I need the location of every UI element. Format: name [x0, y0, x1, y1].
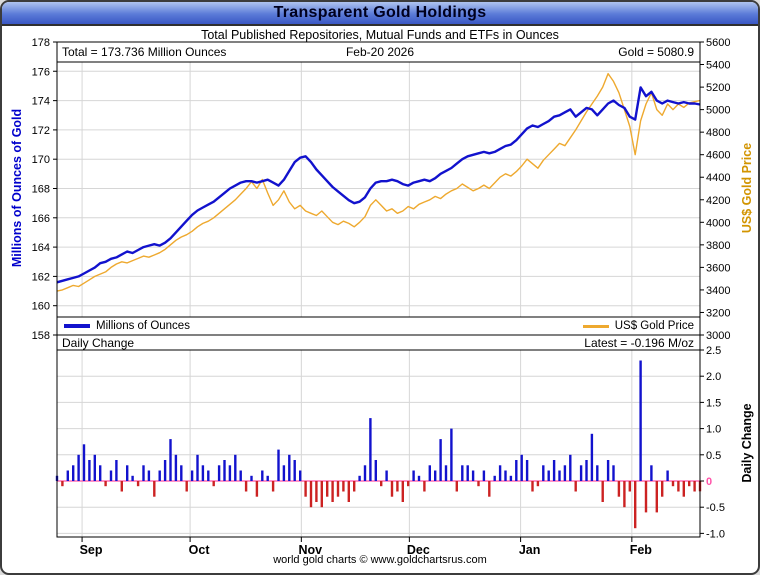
- axis-ticks: 178 176 174 172 170 168 166 164 162 160 158 5600 540…: [32, 37, 731, 557]
- svg-text:160: 160: [32, 301, 50, 313]
- svg-text:2.0: 2.0: [706, 371, 721, 383]
- svg-text:3200: 3200: [706, 307, 730, 319]
- date-annotation: Feb-20 2026: [345, 45, 415, 59]
- svg-text:172: 172: [32, 125, 50, 137]
- svg-text:5600: 5600: [706, 37, 730, 49]
- svg-text:3800: 3800: [706, 240, 730, 252]
- gold-price-annotation: Gold = 5080.9: [618, 45, 694, 59]
- svg-text:166: 166: [32, 213, 50, 225]
- svg-text:2.5: 2.5: [706, 345, 721, 357]
- right-axis-title: US$ Gold Price: [740, 142, 754, 234]
- page-title: Transparent Gold Holdings: [273, 4, 487, 21]
- chart-subtitle: Total Published Repositories, Mutual Fun…: [201, 28, 559, 42]
- header-strips: [56, 41, 701, 351]
- svg-text:4400: 4400: [706, 172, 730, 184]
- svg-text:0.5: 0.5: [706, 450, 721, 462]
- svg-text:1.0: 1.0: [706, 424, 721, 436]
- holdings-line: [56, 86, 701, 284]
- gridlines: [57, 42, 700, 537]
- svg-text:164: 164: [32, 242, 50, 254]
- svg-text:0: 0: [706, 476, 712, 488]
- svg-text:4800: 4800: [706, 127, 730, 139]
- svg-text:162: 162: [32, 271, 50, 283]
- svg-text:Sep: Sep: [80, 543, 103, 557]
- legend-swatch-ounces: [64, 324, 90, 328]
- legend-gold-price: US$ Gold Price: [582, 320, 694, 332]
- svg-text:3600: 3600: [706, 262, 730, 274]
- legend-ounces-label: Millions of Ounces: [96, 320, 190, 332]
- daily-change-latest: Latest = -0.196 M/oz: [584, 336, 694, 350]
- svg-text:Jan: Jan: [519, 543, 541, 557]
- svg-text:3400: 3400: [706, 285, 730, 297]
- svg-text:1.5: 1.5: [706, 397, 721, 409]
- svg-text:Nov: Nov: [299, 543, 323, 557]
- svg-text:4000: 4000: [706, 217, 730, 229]
- svg-text:-1.0: -1.0: [706, 528, 725, 540]
- svg-text:-0.5: -0.5: [706, 502, 725, 514]
- svg-text:3000: 3000: [706, 330, 730, 342]
- daily-change-header: Daily Change: [62, 336, 135, 350]
- plot-background: [57, 42, 700, 537]
- total-holdings-annotation: Total = 173.736 Million Ounces: [62, 45, 227, 59]
- svg-text:176: 176: [32, 66, 50, 78]
- legend-swatch-gold-price: [582, 324, 609, 328]
- svg-text:4600: 4600: [706, 150, 730, 162]
- legend-ounces: Millions of Ounces: [64, 320, 190, 332]
- svg-text:158: 158: [32, 330, 50, 342]
- svg-text:Oct: Oct: [189, 543, 211, 557]
- daily-change-bars: [55, 360, 702, 529]
- svg-text:5000: 5000: [706, 105, 730, 117]
- footer-credit: world gold charts © www.goldchartsrus.co…: [273, 554, 487, 566]
- svg-text:4200: 4200: [706, 195, 730, 207]
- svg-text:178: 178: [32, 37, 50, 49]
- daily-axis-title: Daily Change: [740, 403, 754, 483]
- svg-text:170: 170: [32, 154, 50, 166]
- title-bar: Transparent Gold Holdings: [2, 2, 758, 26]
- svg-text:Feb: Feb: [630, 543, 653, 557]
- legend-gold-price-label: US$ Gold Price: [614, 320, 694, 332]
- left-axis-title: Millions of Ounces of Gold: [10, 108, 24, 268]
- svg-text:5200: 5200: [706, 82, 730, 94]
- svg-text:Dec: Dec: [407, 543, 430, 557]
- svg-text:174: 174: [32, 96, 50, 108]
- svg-text:5400: 5400: [706, 60, 730, 72]
- svg-text:168: 168: [32, 184, 50, 196]
- gold-price-line: [56, 72, 701, 292]
